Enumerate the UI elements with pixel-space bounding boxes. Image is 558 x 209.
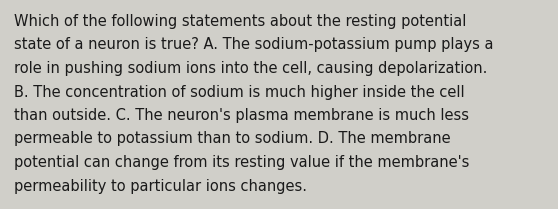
Text: B. The concentration of sodium is much higher inside the cell: B. The concentration of sodium is much h… xyxy=(14,84,465,99)
Text: permeable to potassium than to sodium. D. The membrane: permeable to potassium than to sodium. D… xyxy=(14,131,451,147)
Text: potential can change from its resting value if the membrane's: potential can change from its resting va… xyxy=(14,155,469,170)
Text: permeability to particular ions changes.: permeability to particular ions changes. xyxy=(14,178,307,194)
Text: Which of the following statements about the resting potential: Which of the following statements about … xyxy=(14,14,466,29)
Text: than outside. C. The neuron's plasma membrane is much less: than outside. C. The neuron's plasma mem… xyxy=(14,108,469,123)
Text: role in pushing sodium ions into the cell, causing depolarization.: role in pushing sodium ions into the cel… xyxy=(14,61,487,76)
Text: state of a neuron is true? A. The sodium-potassium pump plays a: state of a neuron is true? A. The sodium… xyxy=(14,37,493,52)
